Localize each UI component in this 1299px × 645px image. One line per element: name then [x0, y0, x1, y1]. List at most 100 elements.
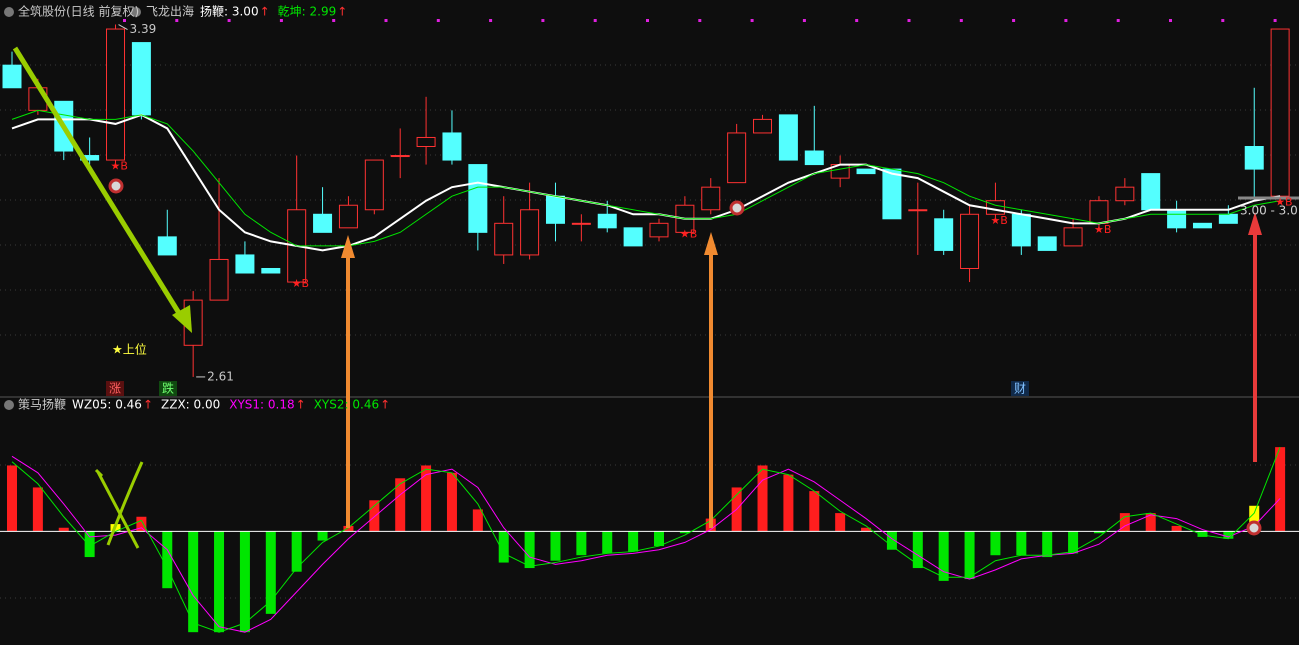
menu-icon: [4, 7, 14, 17]
candle-body: [261, 267, 281, 274]
bar: [472, 509, 483, 532]
candle-body: [520, 209, 540, 256]
candle-body: [804, 150, 824, 166]
bar: [498, 531, 509, 563]
period-dot: [698, 19, 702, 22]
bar: [84, 531, 95, 558]
bar: [964, 531, 975, 580]
legend-entry: XYS1: 0.18: [229, 398, 294, 412]
candle-body: [856, 168, 876, 175]
bar: [757, 465, 768, 532]
period-dot: [1221, 19, 1225, 22]
candle-body: [313, 213, 333, 233]
trend-arrow-head: [172, 305, 192, 333]
legend-arrow: ↑: [380, 398, 390, 412]
bar: [1197, 531, 1208, 537]
annotation: 涨: [109, 381, 121, 396]
period-dot: [489, 19, 493, 22]
period-dot: [279, 19, 283, 22]
house-icon: [729, 200, 745, 216]
buy-signal: ★B: [292, 277, 309, 290]
candle-body: [209, 258, 229, 301]
period-dot: [1116, 19, 1120, 22]
annotation: 跌: [162, 381, 174, 396]
bar: [58, 527, 69, 532]
line: [11, 109, 1281, 247]
bar: [317, 531, 328, 541]
bar: [602, 531, 613, 554]
bar: [1145, 513, 1156, 532]
bar: [343, 525, 354, 532]
candle-body: [1218, 213, 1238, 224]
bar: [369, 500, 380, 532]
bar: [938, 531, 949, 581]
period-dot: [802, 19, 806, 22]
candle-body: [1063, 227, 1083, 247]
house-icon: [108, 178, 124, 194]
period-dot: [175, 19, 179, 22]
chart-title: 全筑股份(日线 前复权): [18, 4, 139, 19]
bar: [239, 531, 250, 633]
candle-body: [1089, 200, 1109, 224]
bar: [265, 531, 276, 614]
legend-entry: ZZX: 0.00: [161, 398, 220, 412]
buy-signal: ★B: [1094, 223, 1111, 236]
annotation: 财: [1014, 382, 1026, 396]
bar: [1042, 531, 1053, 558]
legend-entry: 扬鞭: 3.00: [200, 4, 259, 19]
bar: [550, 531, 561, 561]
line: [11, 455, 1281, 633]
bar: [912, 531, 923, 569]
period-dot: [1169, 19, 1172, 22]
period-dot: [959, 19, 963, 22]
bar: [291, 531, 302, 572]
bar: [809, 491, 820, 532]
bar: [861, 527, 872, 532]
bar: [421, 465, 432, 532]
candle-body: [1037, 236, 1057, 251]
bar: [32, 487, 43, 532]
candle-body: [1192, 222, 1212, 229]
candle-body: [649, 222, 669, 238]
legend-arrow: ↑: [143, 398, 153, 412]
legend-entry: 乾坤: 2.99: [278, 4, 337, 19]
candle-body: [1167, 209, 1187, 229]
line: [11, 446, 1281, 633]
candle-body: [1270, 28, 1290, 197]
menu-icon: [131, 7, 141, 17]
bar: [576, 531, 587, 556]
period-dot: [646, 19, 649, 22]
candle-body: [157, 236, 177, 256]
candle-body: [882, 168, 902, 220]
period-dot: [855, 19, 859, 22]
bar: [654, 531, 664, 547]
hand-cross: [94, 461, 144, 549]
bar: [446, 472, 457, 532]
bar: [1223, 531, 1234, 539]
buy-signal: ★B: [680, 227, 697, 240]
indicator-title: 策马扬鞭: [18, 397, 66, 412]
candle-body: [468, 164, 488, 233]
legend-arrow: ↑: [337, 5, 347, 19]
period-dot: [1064, 19, 1068, 22]
bar: [1275, 447, 1286, 532]
trend-arrow: [12, 46, 185, 320]
legend-arrow: ↑: [260, 5, 270, 19]
tag-bg: [1011, 381, 1029, 396]
bar: [886, 531, 897, 550]
arrow-head: [341, 235, 355, 258]
bar: [188, 531, 199, 633]
period-dot: [907, 19, 911, 22]
candle-body: [960, 213, 980, 269]
candle-body: [1244, 146, 1264, 170]
bar: [1249, 505, 1260, 532]
legend-entry: WZ05: 0.46: [72, 398, 142, 412]
candle-body: [623, 227, 643, 247]
bar: [835, 513, 846, 532]
period-dot: [384, 19, 388, 22]
candle-body: [106, 28, 126, 161]
arrow-head: [704, 232, 718, 255]
period-dot: [227, 19, 231, 22]
candle-body: [442, 132, 462, 161]
